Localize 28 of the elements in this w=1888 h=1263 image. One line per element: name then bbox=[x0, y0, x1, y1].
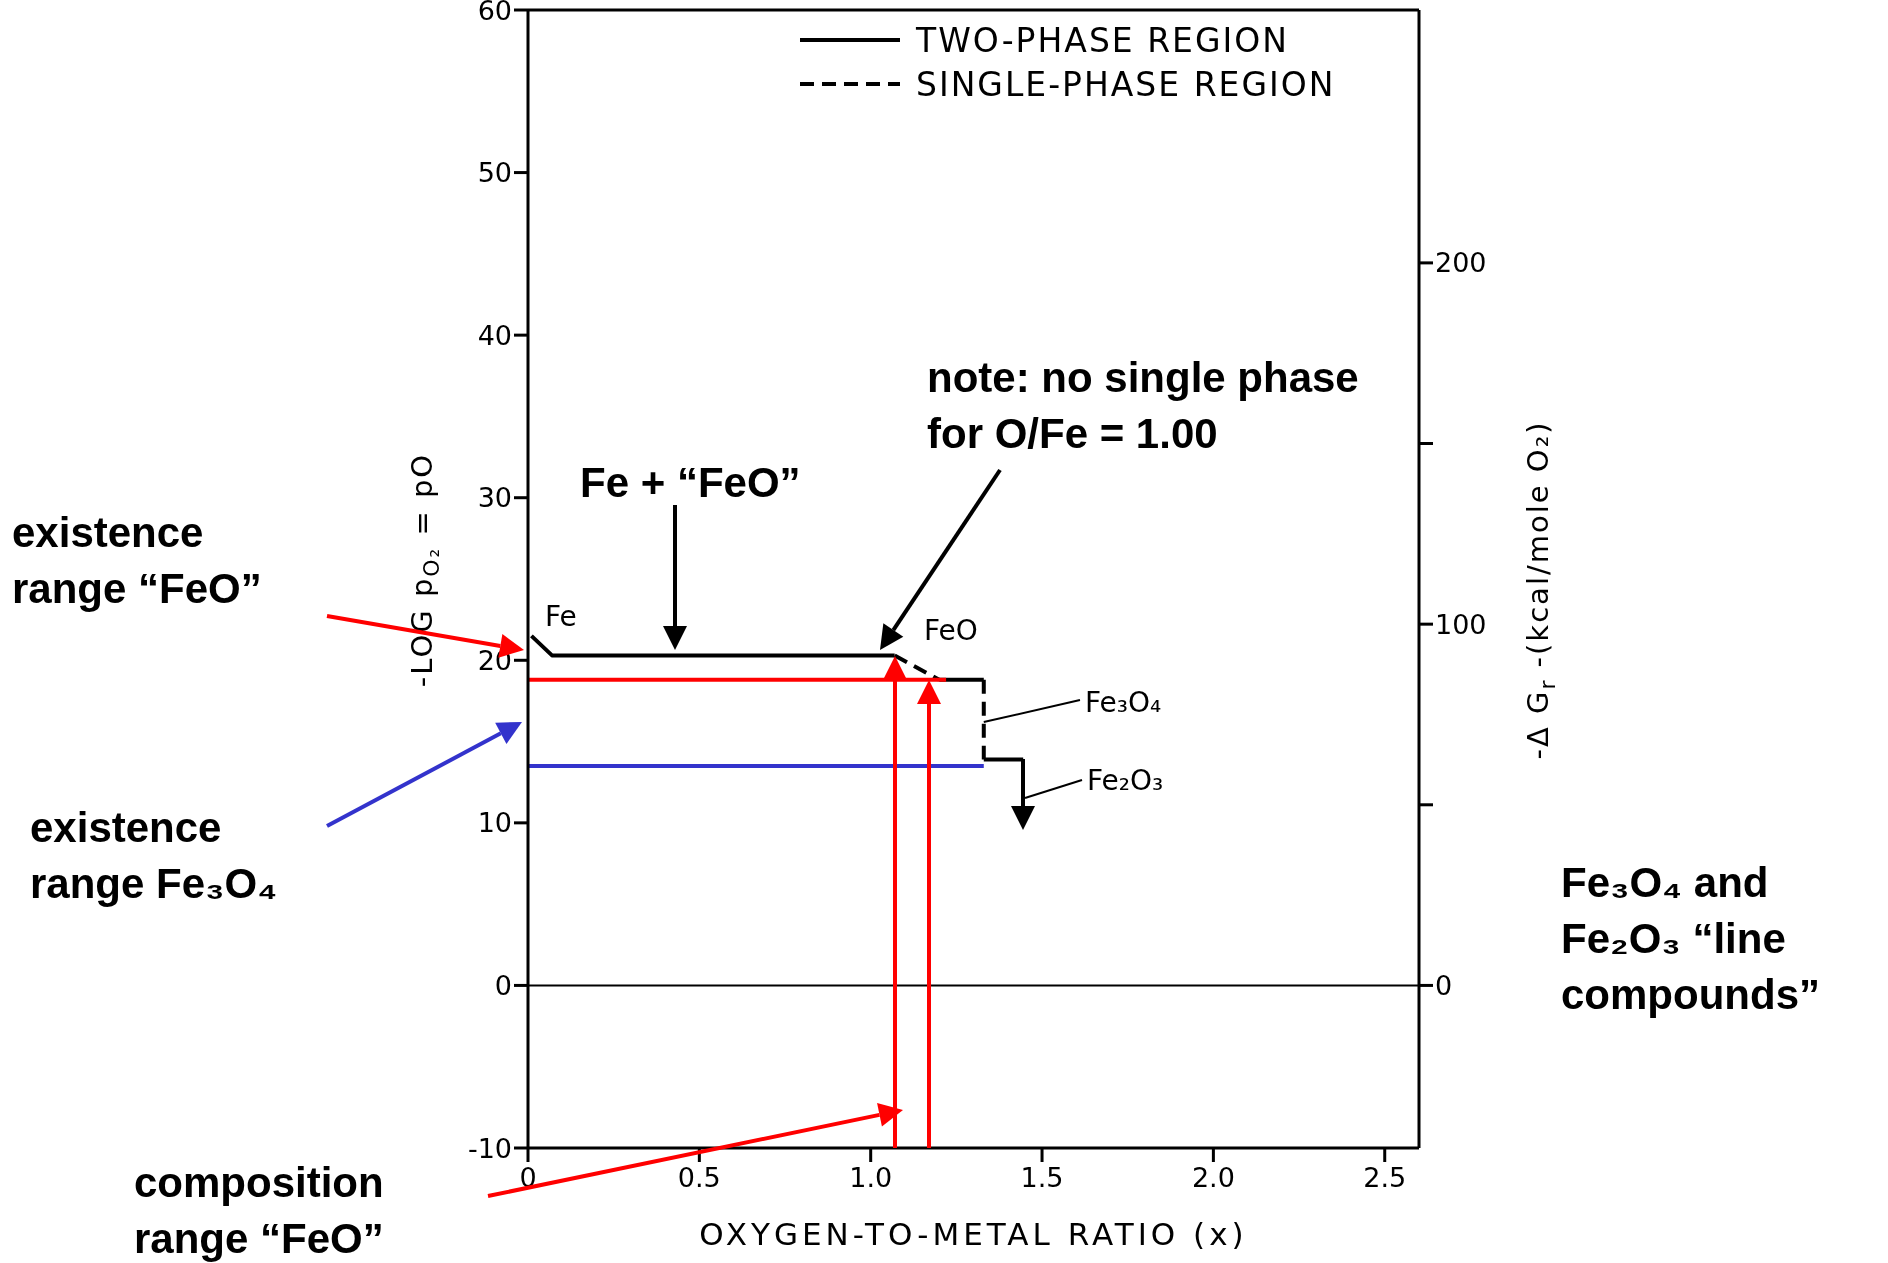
y-tick-label: 10 bbox=[477, 807, 512, 839]
x-axis-title: OXYGEN-TO-METAL RATIO (x) bbox=[699, 1216, 1248, 1252]
text: Fe₃O₄ and Fe₂O₃ “line compounds” bbox=[1561, 858, 1821, 1020]
y2-tick-label: 200 bbox=[1435, 247, 1487, 279]
legend-label: SINGLE-PHASE REGION bbox=[916, 64, 1336, 104]
x-tick-label: 1.5 bbox=[1020, 1162, 1064, 1194]
annotation: Fe bbox=[545, 600, 577, 633]
x-tick-label: 1.0 bbox=[849, 1162, 893, 1194]
y-tick-label: 60 bbox=[477, 0, 512, 26]
y-tick-label: 0 bbox=[494, 970, 512, 1002]
y2-tick-label: 100 bbox=[1435, 608, 1487, 640]
annotation: note: no single phase for O/Fe = 1.00 bbox=[927, 353, 1360, 459]
y-tick-label: 30 bbox=[477, 482, 512, 514]
annotation: Fe + “FeO” bbox=[580, 458, 802, 508]
annotation: Fe₂O₃ bbox=[1087, 764, 1164, 797]
annotation: Fe₃O₄ bbox=[1085, 686, 1162, 719]
x-tick-label: 2.5 bbox=[1363, 1162, 1407, 1194]
y2-tick-label: 0 bbox=[1435, 970, 1453, 1002]
annotation: FeO bbox=[924, 614, 978, 647]
y-tick-label: 50 bbox=[477, 157, 512, 189]
text: existence range “FeO” bbox=[12, 508, 263, 614]
legend-label: TWO-PHASE REGION bbox=[916, 20, 1289, 60]
y-tick-label: -10 bbox=[467, 1132, 512, 1164]
x-tick-label: 2.0 bbox=[1191, 1162, 1235, 1194]
text: composition range “FeO” bbox=[134, 1158, 385, 1263]
x-tick-label: 0.5 bbox=[677, 1162, 721, 1194]
text: existence range Fe₃O₄ bbox=[30, 803, 279, 909]
y-tick-label: 40 bbox=[477, 319, 512, 351]
